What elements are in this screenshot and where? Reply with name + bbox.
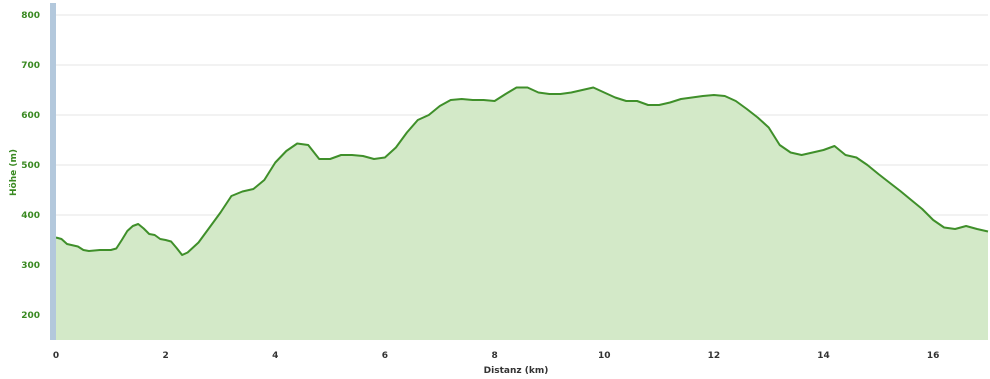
y-tick-label: 200 <box>21 311 40 321</box>
x-tick-label: 14 <box>817 351 830 361</box>
x-tick-label: 12 <box>708 351 721 361</box>
x-axis-title: Distanz (km) <box>484 366 549 376</box>
y-tick-label: 300 <box>21 261 40 271</box>
y-tick-label: 400 <box>21 211 40 221</box>
x-tick-label: 16 <box>927 351 940 361</box>
elevation-area-fill <box>56 87 988 340</box>
x-tick-label: 4 <box>272 351 278 361</box>
x-tick-label: 8 <box>491 351 497 361</box>
x-tick-labels: 0 2 4 6 8 10 12 14 16 <box>53 351 940 361</box>
x-tick-label: 6 <box>382 351 388 361</box>
y-tick-label: 600 <box>21 111 40 121</box>
elevation-line <box>55 86 989 256</box>
y-tick-label: 700 <box>21 61 40 71</box>
y-axis-title: Höhe (m) <box>9 149 19 196</box>
y-tick-labels: 200 300 400 500 600 700 800 <box>21 11 40 321</box>
x-tick-label: 10 <box>598 351 611 361</box>
y-tick-label: 800 <box>21 11 40 21</box>
x-tick-label: 0 <box>53 351 59 361</box>
x-tick-label: 2 <box>163 351 169 361</box>
y-axis-bar <box>50 3 56 340</box>
y-tick-label: 500 <box>21 161 40 171</box>
